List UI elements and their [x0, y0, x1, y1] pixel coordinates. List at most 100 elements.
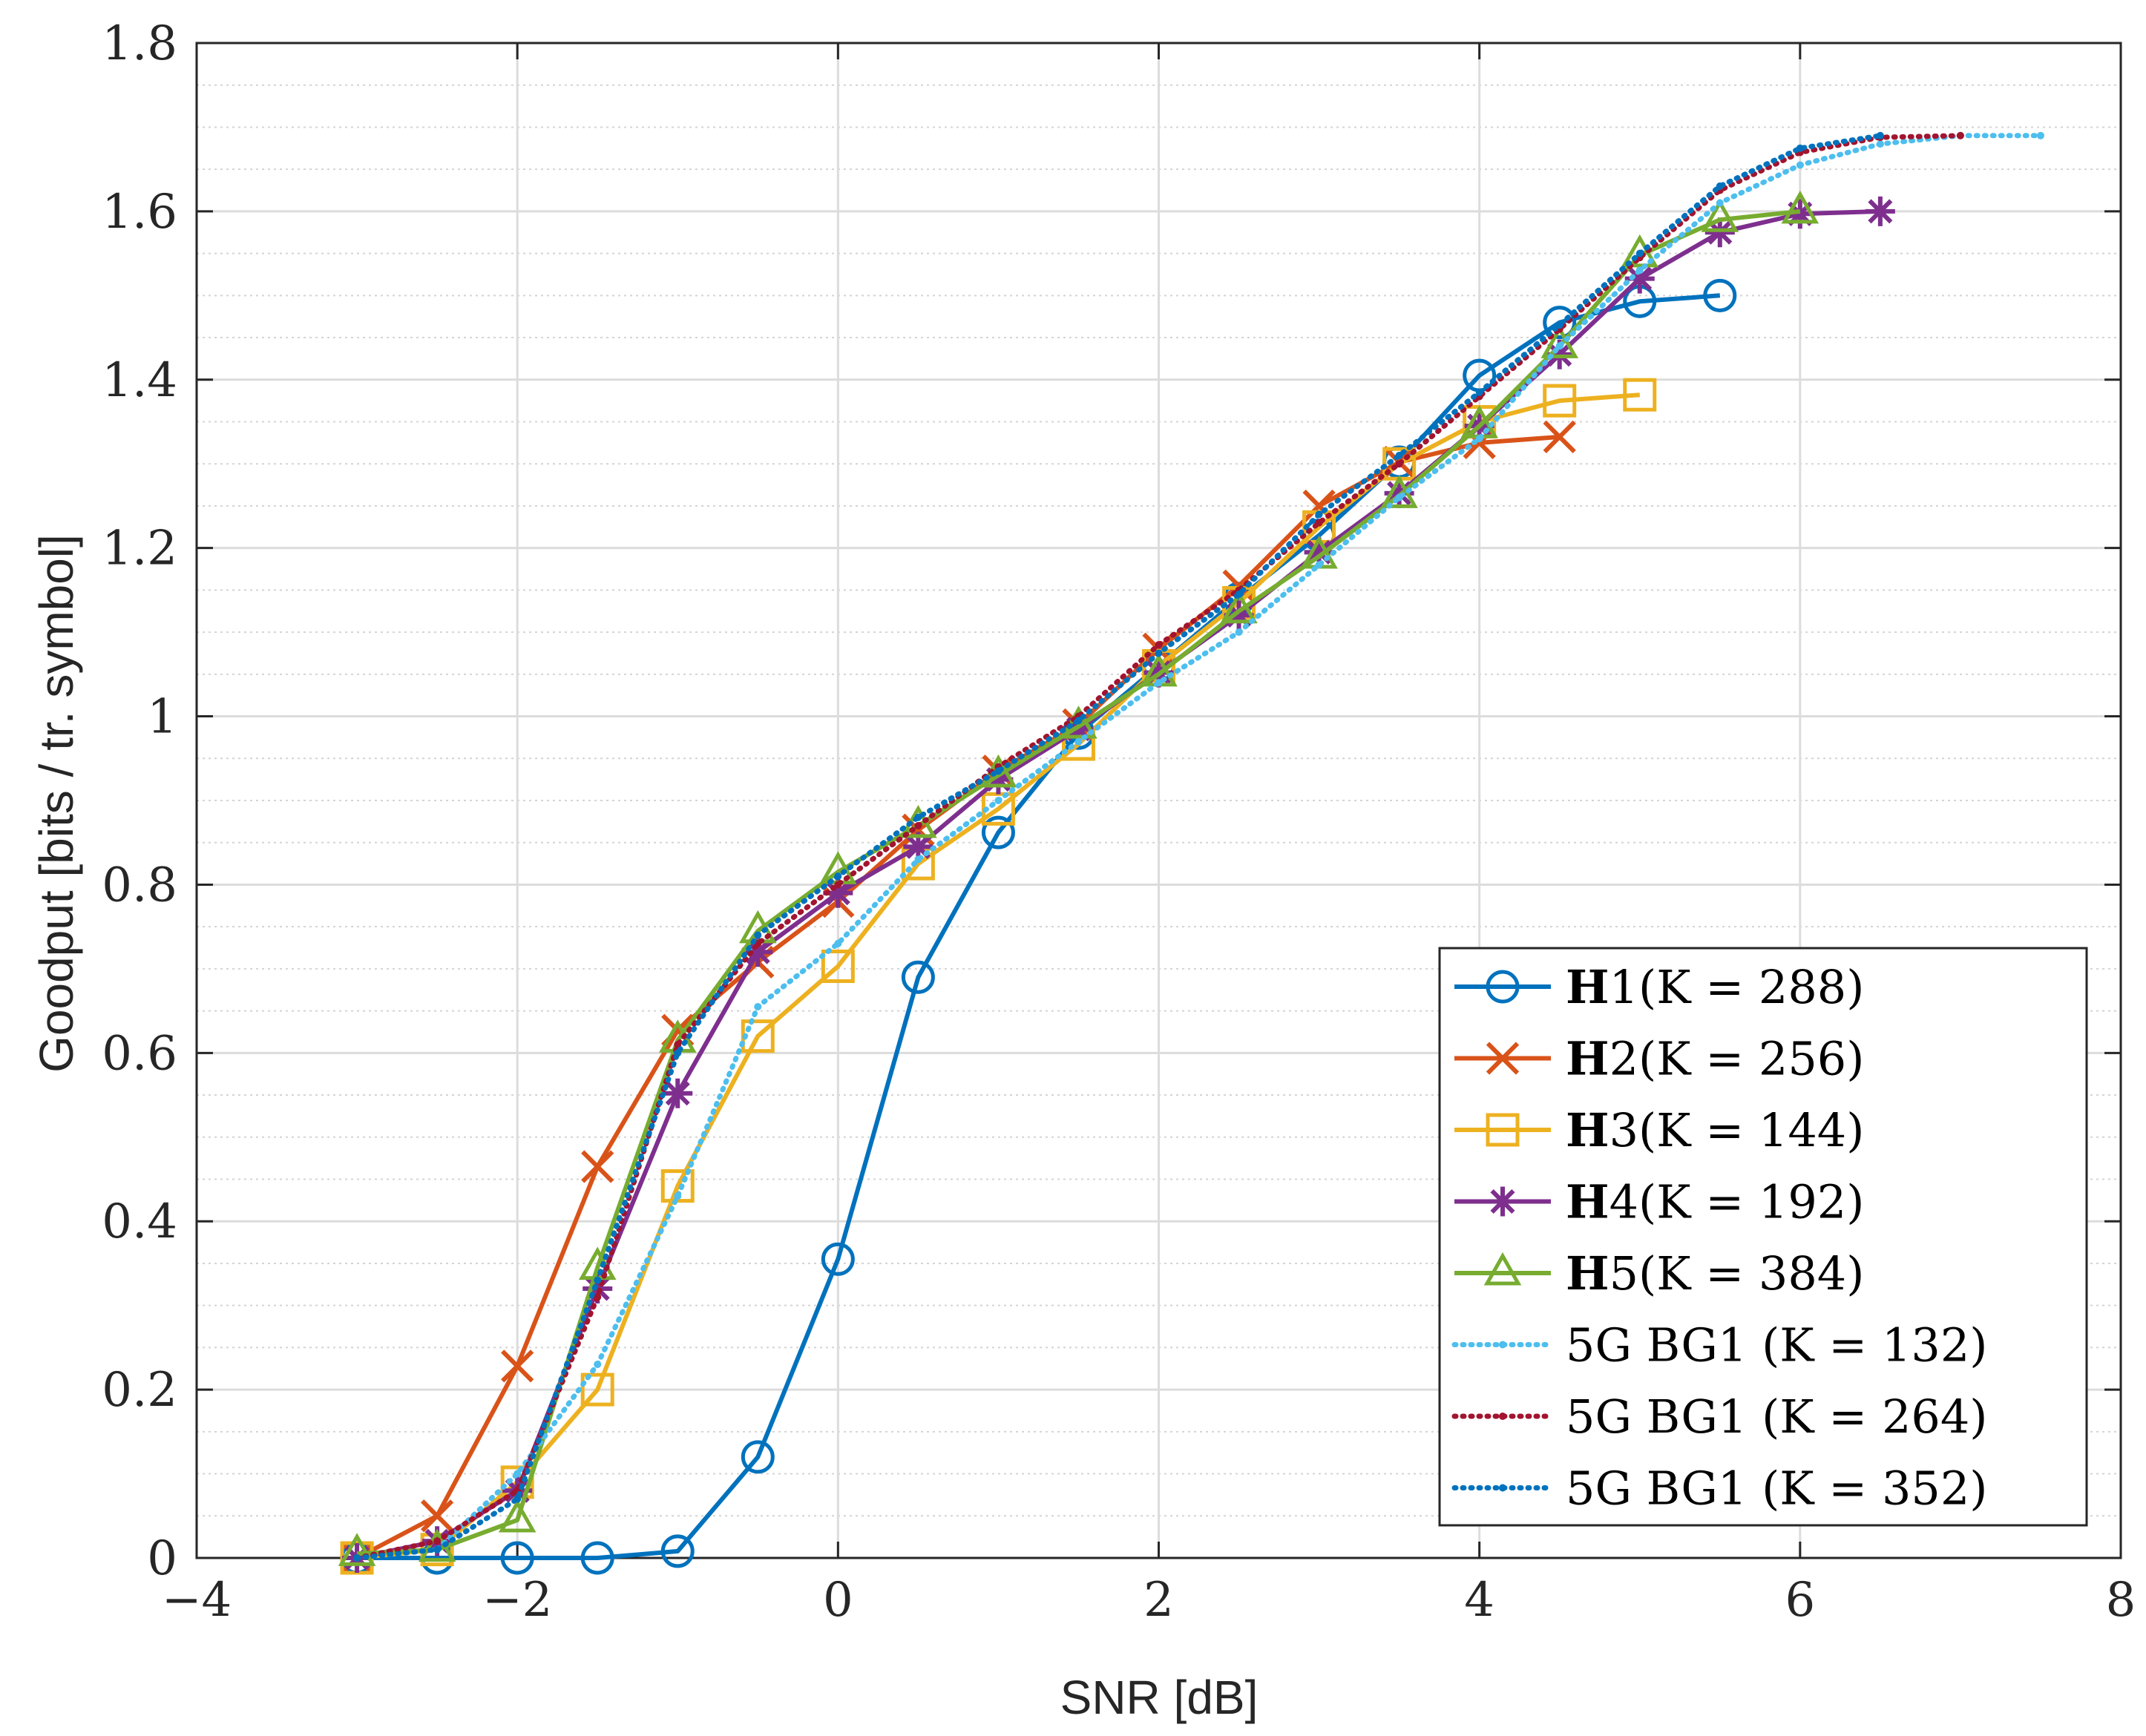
x-tick-label: −2 [482, 1573, 552, 1628]
data-point [994, 767, 1003, 775]
data-point [1499, 1413, 1506, 1420]
data-point [1224, 600, 1254, 631]
data-point [353, 1554, 361, 1562]
data-point [498, 1499, 536, 1533]
data-point [1074, 717, 1083, 725]
legend-item: 5G BG1 (K = 132) [1451, 1318, 1987, 1372]
y-tick-label: 1.2 [102, 522, 177, 576]
y-tick-label: 0.8 [102, 858, 177, 913]
legend-label-bold: H [1566, 1103, 1610, 1157]
x-tick-label: 2 [1143, 1573, 1174, 1628]
data-point [1796, 144, 1804, 152]
data-point [338, 1533, 376, 1566]
legend-label: H5(K = 384) [1566, 1246, 1864, 1301]
data-point [594, 1293, 602, 1301]
data-point [1486, 1113, 1520, 1147]
data-point [1540, 325, 1579, 358]
legend: H1(K = 288)H2(K = 256)H3(K = 144)H4(K = … [1438, 947, 2088, 1527]
data-point [1155, 649, 1163, 657]
y-tick-label: 1.4 [102, 353, 177, 408]
y-tick-label: 0 [147, 1531, 177, 1586]
data-point [513, 1470, 522, 1478]
data-point [660, 1534, 695, 1568]
data-point [1716, 199, 1724, 207]
data-point [1315, 519, 1323, 527]
data-point [674, 1040, 682, 1048]
data-point [983, 764, 1014, 795]
data-point [994, 797, 1003, 804]
data-point [1543, 420, 1576, 454]
legend-item: 5G BG1 (K = 264) [1451, 1390, 1987, 1444]
data-point [821, 1242, 855, 1276]
data-point [421, 1499, 454, 1533]
data-point [903, 832, 933, 862]
data-point [1635, 249, 1644, 257]
y-tick-label: 0.4 [102, 1194, 177, 1249]
data-point [1395, 493, 1403, 502]
data-point [1235, 628, 1243, 637]
data-point [1315, 510, 1323, 519]
legend-label: H2(K = 256) [1566, 1032, 1864, 1086]
x-tick-label: 4 [1464, 1573, 1494, 1628]
data-point [834, 881, 842, 889]
data-point [1074, 737, 1083, 746]
x-tick-label: −4 [162, 1573, 232, 1628]
data-point [754, 1002, 762, 1010]
data-point [1865, 196, 1895, 226]
legend-item: H4(K = 192) [1454, 1175, 1864, 1229]
data-point [1543, 384, 1577, 418]
series-3 [340, 378, 1657, 1575]
x-axis-label: SNR [dB] [1060, 1671, 1259, 1724]
data-point [981, 815, 1015, 849]
legend-label-bold: H [1566, 960, 1610, 1014]
legend-item: 5G BG1 (K = 352) [1451, 1462, 1987, 1516]
legend-label-rest: 2(K = 256) [1610, 1032, 1865, 1086]
legend-label-rest: 5G BG1 (K = 352) [1566, 1462, 1987, 1516]
data-point [580, 1541, 614, 1575]
data-point [501, 1349, 534, 1383]
data-point [1488, 1186, 1517, 1217]
legend-item: H3(K = 144) [1454, 1103, 1864, 1157]
legend-label-rest: 5G BG1 (K = 264) [1566, 1390, 1987, 1444]
x-tick-label: 8 [2106, 1573, 2136, 1628]
data-point [1876, 140, 1884, 148]
series-6 [353, 131, 2044, 1562]
data-point [1475, 435, 1483, 443]
data-point [821, 949, 855, 983]
series-line [356, 392, 1641, 1560]
x-tick-label: 0 [823, 1573, 853, 1628]
series-8 [353, 131, 1884, 1562]
data-point [1220, 590, 1258, 624]
y-tick-label: 0.6 [102, 1026, 177, 1081]
series-line [354, 133, 1883, 1561]
y-tick-label: 0.2 [102, 1363, 177, 1418]
data-point [1499, 1341, 1506, 1349]
data-point [1876, 131, 1884, 139]
data-point [1475, 388, 1483, 396]
legend-label: 5G BG1 (K = 352) [1566, 1462, 1987, 1516]
legend-label: H1(K = 288) [1566, 960, 1864, 1014]
data-point [1060, 706, 1097, 739]
data-point [1555, 342, 1563, 350]
data-point [433, 1537, 442, 1545]
y-axis-label: Goodput [bits / tr. symbol] [30, 534, 83, 1073]
data-point [1155, 641, 1163, 649]
data-point [754, 931, 762, 939]
data-point [1304, 537, 1334, 568]
data-point [1155, 679, 1163, 687]
data-point [674, 1049, 682, 1057]
data-point [823, 878, 853, 908]
data-point [1635, 266, 1644, 274]
data-point [1701, 199, 1739, 232]
data-point [674, 1192, 682, 1200]
y-tick-label: 1.6 [102, 185, 177, 240]
data-point [663, 1078, 693, 1108]
data-point [1796, 161, 1804, 169]
legend-label-rest: 4(K = 192) [1610, 1175, 1865, 1229]
series-line [354, 133, 2044, 1561]
data-point [433, 1545, 442, 1553]
data-point [1703, 278, 1737, 312]
data-point [583, 1273, 613, 1303]
data-point [1555, 321, 1563, 329]
